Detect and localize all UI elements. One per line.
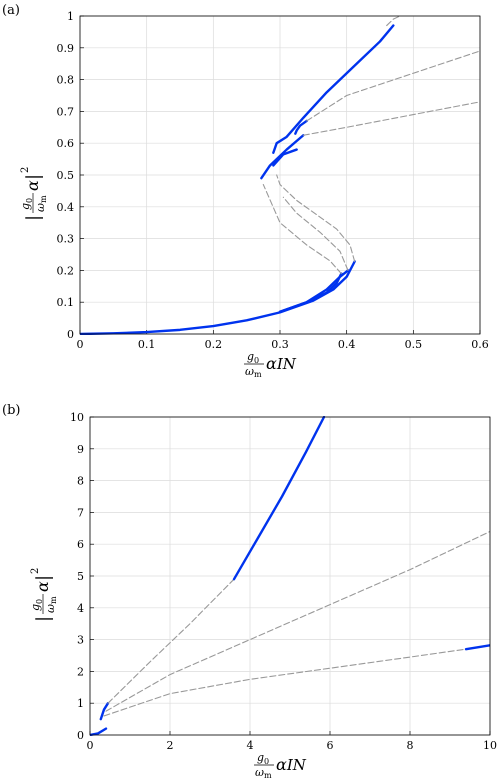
axes-frame: [79, 15, 481, 335]
y-tick-label: 4: [77, 602, 84, 615]
frac-den: ωm: [44, 596, 58, 613]
stable-branch-line: [294, 119, 308, 135]
stable-branch-line: [232, 416, 326, 581]
x-tick-label: 0.2: [205, 338, 223, 351]
y-tick-label: 2: [77, 665, 84, 678]
y-tick-label: 0: [77, 729, 84, 742]
y-tick-label: 0.2: [57, 264, 75, 277]
panel-label: (b): [2, 403, 20, 418]
stable-branch-line: [80, 260, 356, 335]
y-tick-label: 7: [77, 506, 84, 519]
frac-den: ωm: [34, 195, 48, 212]
y-tick-label: 1: [77, 697, 84, 710]
x-tick-label: 0: [77, 338, 84, 351]
frac-num: g0: [257, 751, 269, 766]
y-tick-label: 0: [67, 328, 74, 341]
y-tick-label: 0.7: [57, 105, 75, 118]
y-tick-label: 3: [77, 634, 84, 647]
unstable-branch-line: [306, 50, 480, 122]
y-tick-label: 5: [77, 570, 84, 583]
unstable-branch-line: [282, 196, 349, 271]
x-tick-label: 0.4: [338, 338, 356, 351]
stable-branch-line: [260, 134, 305, 180]
panel-label: (a): [2, 3, 20, 18]
stable-branch-line: [278, 269, 350, 313]
y-tick-label: 1: [67, 10, 74, 23]
x-tick-label: 4: [247, 739, 254, 752]
x-tick-label: 0.3: [271, 338, 289, 351]
axis-symbol: αIN: [276, 755, 307, 774]
power: 2: [30, 568, 41, 574]
y-tick-label: 0.6: [57, 137, 75, 150]
unstable-branch-line: [262, 183, 342, 275]
unstable-branch-line: [302, 101, 480, 136]
axis-symbol: α: [23, 180, 42, 191]
axis-symbol: αIN: [266, 354, 297, 373]
frac-num: g0: [247, 350, 259, 365]
y-tick-label: 10: [70, 411, 84, 424]
x-tick-label: 10: [483, 739, 497, 752]
abs-right: |: [33, 575, 54, 581]
y-tick-label: 0.8: [57, 74, 75, 87]
x-tick-label: 8: [407, 739, 414, 752]
unstable-branch-line: [276, 174, 356, 263]
x-tick-label: 0.6: [471, 338, 489, 351]
y-tick-label: 0.4: [57, 201, 75, 214]
y-tick-label: 9: [77, 443, 84, 456]
y-tick-label: 8: [77, 475, 84, 488]
y-tick-label: 0.9: [57, 42, 75, 55]
x-tick-label: 0.5: [405, 338, 423, 351]
unstable-branch-line: [105, 530, 490, 712]
y-tick-label: 0.3: [57, 233, 75, 246]
x-tick-label: 2: [167, 739, 174, 752]
y-tick-label: 0.5: [57, 169, 75, 182]
x-tick-label: 0.1: [138, 338, 156, 351]
abs-right: |: [23, 174, 44, 180]
stable-branch-line: [278, 272, 343, 313]
y-tick-label: 6: [77, 538, 84, 551]
frac-num: g0: [29, 599, 44, 611]
power: 2: [20, 167, 31, 173]
abs-left: |: [23, 215, 44, 221]
x-tick-label: 0: [87, 739, 94, 752]
axis-symbol: α: [33, 581, 52, 592]
unstable-branch-line: [386, 15, 401, 27]
abs-left: |: [33, 616, 54, 622]
unstable-branch-line: [103, 648, 467, 717]
stable-branch-line: [272, 24, 395, 154]
y-tick-label: 0.1: [57, 296, 75, 309]
panel-a: (a) 0 0.1 0.2 0.3 0.4 0.5 0.6 0 0.1 0.2 0.3 0.4 0.5 0.…: [2, 3, 489, 379]
stable-branch-line: [464, 644, 490, 651]
frac-num: g0: [19, 198, 34, 210]
x-tick-label: 6: [327, 739, 334, 752]
axes-frame: [89, 416, 491, 736]
stable-branch-line: [90, 727, 108, 736]
frac-den: ωm: [245, 365, 262, 379]
stable-branch-line: [99, 702, 110, 721]
unstable-branch-line: [107, 578, 235, 704]
frac-den: ωm: [255, 766, 272, 780]
